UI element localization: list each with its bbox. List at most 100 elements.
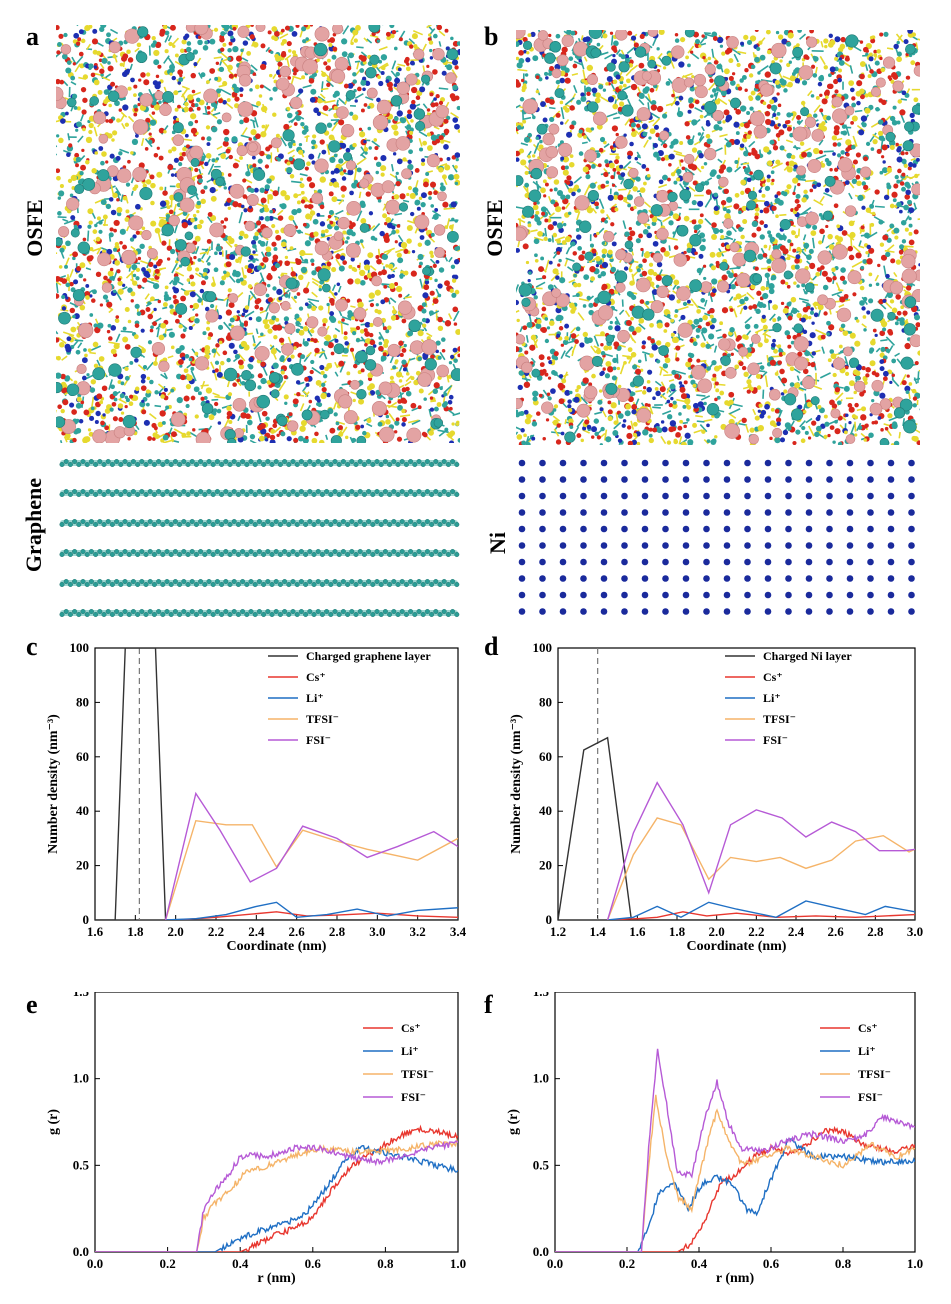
x-tick-label: 2.0 bbox=[709, 924, 725, 939]
x-axis-label: r (nm) bbox=[257, 1271, 296, 1286]
x-tick-label: 1.0 bbox=[907, 1256, 923, 1271]
series-line-cs bbox=[607, 911, 915, 920]
plot-frame bbox=[94, 647, 459, 921]
series-line-chargedgraphenelayer bbox=[95, 648, 458, 920]
x-tick-label: 1.6 bbox=[629, 924, 646, 939]
legend-entry: TFSI⁻ bbox=[858, 1067, 891, 1081]
x-tick-label: 0.6 bbox=[305, 1256, 322, 1271]
panel-letter-f: f bbox=[484, 990, 493, 1019]
y-tick-label: 0.0 bbox=[73, 1244, 89, 1259]
legend: Charged Ni layer Cs⁺ Li⁺ TFSI⁻ FSI⁻ bbox=[725, 649, 852, 747]
legend-entry: Cs⁺ bbox=[306, 670, 326, 684]
panel-letter-a: a bbox=[26, 22, 39, 51]
chart-f-rdf-ni: 0.0 0.2 0.4 0.6 0.8 1.0 0.0 0.5 1.0 1.5 r (nm) g (r… bbox=[506, 992, 923, 1286]
x-tick-label: 0.2 bbox=[619, 1256, 635, 1271]
series-line-cs bbox=[95, 1124, 458, 1252]
panel-letter-d: d bbox=[484, 632, 499, 661]
chart-d-number-density-ni: 1.2 1.4 1.6 1.8 2.0 2.2 2.4 2.6 2.8 3.0 0 20 40 60 80 1… bbox=[509, 640, 923, 954]
x-tick-label: 0.0 bbox=[547, 1256, 563, 1271]
y-tick-label: 100 bbox=[533, 640, 553, 655]
series-line-li bbox=[555, 1137, 915, 1252]
x-tick-label: 2.8 bbox=[329, 924, 346, 939]
x-tick-label: 0.8 bbox=[377, 1256, 394, 1271]
y-axis-label: Number density (nm⁻³) bbox=[46, 714, 61, 854]
x-tick-label: 1.4 bbox=[590, 924, 607, 939]
legend-entry: FSI⁻ bbox=[306, 733, 331, 747]
x-tick-label: 1.2 bbox=[550, 924, 566, 939]
legend: Charged graphene layer Cs⁺ Li⁺ TFSI⁻ FSI⁻ bbox=[268, 649, 431, 747]
y-axis-label: Number density (nm⁻³) bbox=[509, 714, 524, 854]
x-tick-label: 0.2 bbox=[159, 1256, 175, 1271]
y-tick-label: 20 bbox=[539, 858, 552, 873]
series-line-li bbox=[165, 901, 458, 920]
legend-entry: Charged Ni layer bbox=[763, 649, 852, 663]
y-tick-label: 40 bbox=[76, 803, 89, 818]
x-tick-label: 2.8 bbox=[867, 924, 884, 939]
series-line-fsi bbox=[606, 781, 915, 920]
x-tick-label: 1.8 bbox=[127, 924, 144, 939]
y-tick-label: 60 bbox=[76, 749, 89, 764]
legend-entry: Charged graphene layer bbox=[306, 649, 431, 663]
graphene-sheets bbox=[59, 458, 460, 617]
plot-area bbox=[555, 1048, 915, 1252]
plot-area bbox=[95, 648, 458, 920]
y-tick-label: 0.5 bbox=[73, 1157, 90, 1172]
osfe-snapshot-a bbox=[56, 25, 460, 443]
legend: Cs⁺ Li⁺ TFSI⁻ FSI⁻ bbox=[363, 1021, 434, 1104]
series-line-fsi bbox=[164, 791, 458, 920]
y-tick-label: 100 bbox=[70, 640, 90, 655]
y-tick-label: 0 bbox=[546, 912, 553, 927]
y-tick-label: 80 bbox=[539, 694, 552, 709]
x-axis-label: r (nm) bbox=[716, 1271, 755, 1286]
x-tick-label: 3.0 bbox=[907, 924, 923, 939]
panel-letter-b: b bbox=[484, 22, 499, 51]
x-tick-label: 2.0 bbox=[168, 924, 184, 939]
legend-entry: FSI⁻ bbox=[858, 1090, 883, 1104]
graphene-layers bbox=[59, 458, 460, 617]
osfe-label-b: OSFE bbox=[482, 199, 507, 257]
chart-c-number-density-graphene: 1.6 1.8 2.0 2.2 2.4 2.6 2.8 3.0 3.2 3.4 0 20 40 60 80 1… bbox=[46, 640, 467, 954]
osfe-snapshot-b bbox=[516, 30, 920, 445]
y-tick-label: 1.0 bbox=[73, 1071, 89, 1086]
x-tick-label: 0.0 bbox=[87, 1256, 103, 1271]
x-tick-label: 0.4 bbox=[691, 1256, 708, 1271]
legend-entry: FSI⁻ bbox=[401, 1090, 426, 1104]
x-tick-label: 0.6 bbox=[763, 1256, 780, 1271]
md-atoms bbox=[516, 30, 920, 445]
plot-area bbox=[558, 648, 915, 920]
x-tick-label: 1.8 bbox=[669, 924, 686, 939]
plot-frame bbox=[554, 992, 916, 1253]
x-tick-label: 1.0 bbox=[450, 1256, 466, 1271]
series-line-cs bbox=[555, 1125, 915, 1252]
legend-entry: Li⁺ bbox=[858, 1044, 876, 1058]
legend-entry: Cs⁺ bbox=[763, 670, 783, 684]
x-axis-label: Coordinate (nm) bbox=[227, 939, 327, 954]
legend-entry: Li⁺ bbox=[763, 691, 781, 705]
y-tick-label: 1.5 bbox=[73, 992, 90, 999]
series-line-fsi bbox=[555, 1048, 915, 1252]
plot-frame bbox=[557, 647, 916, 921]
legend-entry: Li⁺ bbox=[401, 1044, 419, 1058]
series-line-tfsi bbox=[164, 819, 458, 920]
legend-entry: Cs⁺ bbox=[401, 1021, 421, 1035]
series-line-tfsi bbox=[95, 1138, 458, 1252]
ni-lattice bbox=[518, 459, 915, 615]
y-axis-label: g (r) bbox=[46, 1109, 61, 1135]
legend-entry: TFSI⁻ bbox=[306, 712, 339, 726]
x-tick-label: 2.2 bbox=[208, 924, 224, 939]
osfe-label-a: OSFE bbox=[22, 199, 47, 257]
legend-entry: TFSI⁻ bbox=[401, 1067, 434, 1081]
legend-entry: TFSI⁻ bbox=[763, 712, 796, 726]
series-line-tfsi bbox=[555, 1094, 915, 1252]
y-tick-label: 60 bbox=[539, 749, 552, 764]
md-atoms bbox=[56, 25, 460, 443]
series-line-fsi bbox=[95, 1140, 458, 1252]
y-tick-label: 0.5 bbox=[533, 1157, 550, 1172]
legend: Cs⁺ Li⁺ TFSI⁻ FSI⁻ bbox=[820, 1021, 891, 1104]
y-tick-label: 40 bbox=[539, 803, 552, 818]
series-line-li bbox=[607, 900, 915, 920]
legend-entry: FSI⁻ bbox=[763, 733, 788, 747]
y-tick-label: 1.0 bbox=[533, 1071, 549, 1086]
y-tick-label: 80 bbox=[76, 694, 89, 709]
ni-label: Ni bbox=[485, 532, 510, 554]
